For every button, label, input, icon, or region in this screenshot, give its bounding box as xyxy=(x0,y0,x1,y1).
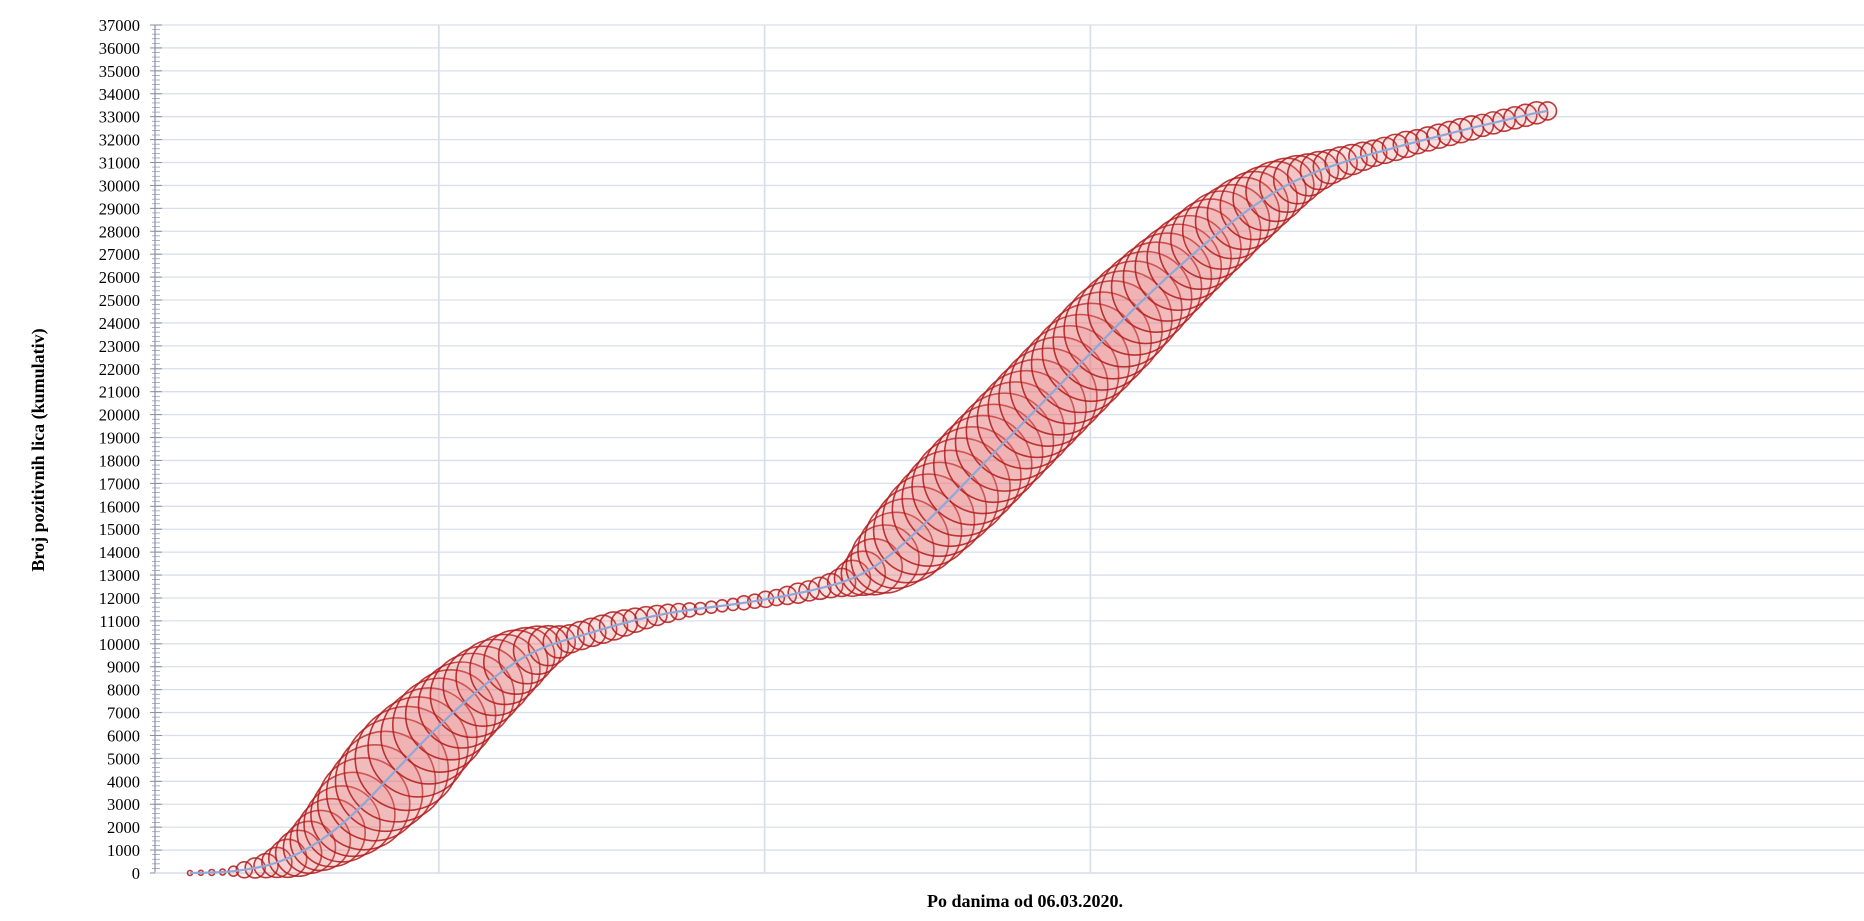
y-tick-label: 6000 xyxy=(107,726,140,745)
y-tick-label: 23000 xyxy=(99,337,140,356)
y-tick-label: 36000 xyxy=(99,39,140,58)
y-tick-label: 15000 xyxy=(99,520,140,539)
y-tick-label: 4000 xyxy=(107,772,140,791)
y-tick-label: 8000 xyxy=(107,681,140,700)
y-tick-label: 11000 xyxy=(99,612,140,631)
y-tick-label: 24000 xyxy=(99,314,140,333)
y-tick-label: 12000 xyxy=(99,589,140,608)
y-tick-label: 16000 xyxy=(99,497,140,516)
vertical-gridlines xyxy=(437,25,1418,873)
y-tick-label: 31000 xyxy=(99,154,140,173)
y-tick-label: 14000 xyxy=(99,543,140,562)
y-tick-label: 25000 xyxy=(99,291,140,310)
y-tick-label: 3000 xyxy=(107,795,140,814)
y-tick-label: 13000 xyxy=(99,566,140,585)
y-tick-label: 17000 xyxy=(99,474,140,493)
y-tick-label: 26000 xyxy=(99,268,140,287)
y-tick-label: 5000 xyxy=(107,749,140,768)
y-tick-label: 9000 xyxy=(107,658,140,677)
y-tick-label: 18000 xyxy=(99,451,140,470)
y-tick-label: 33000 xyxy=(99,108,140,127)
y-tick-label: 21000 xyxy=(99,383,140,402)
y-tick-label: 35000 xyxy=(99,62,140,81)
trend-line xyxy=(189,109,1548,875)
y-tick-label: 2000 xyxy=(107,818,140,837)
y-tick-label: 32000 xyxy=(99,131,140,150)
y-tick-label: 37000 xyxy=(99,16,140,35)
y-tick-label: 34000 xyxy=(99,85,140,104)
y-tick-label: 10000 xyxy=(99,635,140,654)
y-tick-label: 7000 xyxy=(107,704,140,723)
y-tick-label: 28000 xyxy=(99,222,140,241)
y-tick-label: 29000 xyxy=(99,199,140,218)
y-tick-label: 22000 xyxy=(99,360,140,379)
y-tick-label: 27000 xyxy=(99,245,140,264)
y-tick-label: 19000 xyxy=(99,429,140,448)
y-tick-label: 20000 xyxy=(99,406,140,425)
y-axis-title: Broj pozitivnih lica (kumulativ) xyxy=(28,328,49,571)
y-axis: 0 1000 2000 3000 4000 5000 6000 7000 8000 9000 100… xyxy=(99,16,162,883)
x-axis-title: Po danima od 06.03.2020. xyxy=(927,891,1123,911)
bubble-series xyxy=(186,100,1558,879)
trend-line-group xyxy=(189,109,1548,875)
y-tick-label: 30000 xyxy=(99,176,140,195)
y-tick-label: 0 xyxy=(132,864,140,883)
y-tick-label: 1000 xyxy=(107,841,140,860)
